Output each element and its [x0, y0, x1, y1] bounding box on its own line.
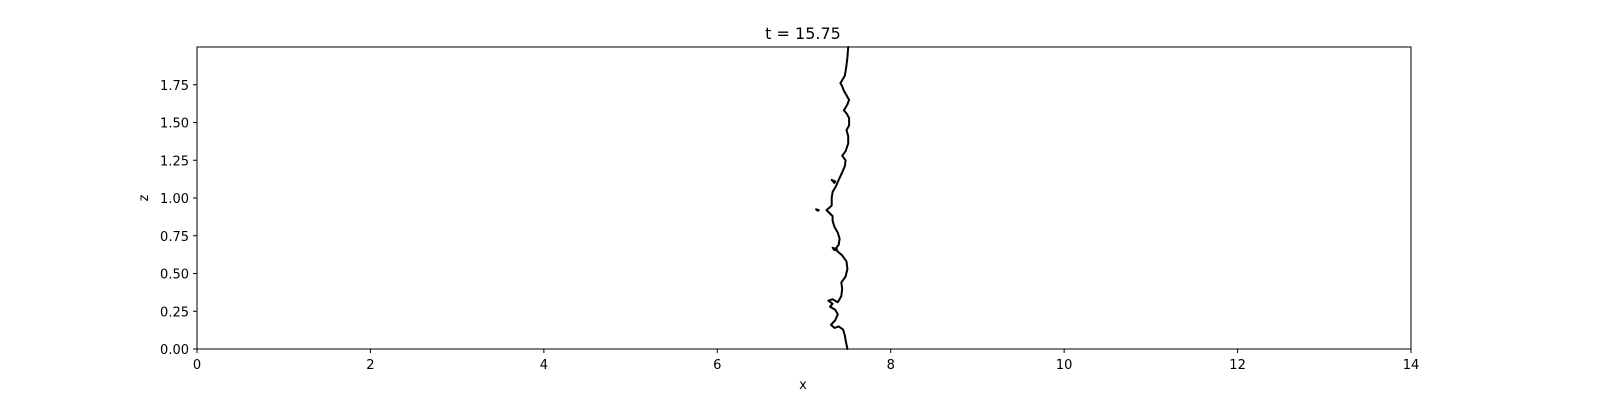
x-tick-label-3: 6: [713, 358, 721, 373]
x-tick-label-5: 10: [1056, 358, 1073, 373]
y-tick-label-3: 0.75: [160, 230, 189, 245]
y-tick-label-4: 1.00: [160, 192, 189, 207]
x-tick-label-6: 12: [1229, 358, 1246, 373]
series-line-1: [830, 178, 837, 184]
x-tick-label-2: 4: [540, 358, 548, 373]
x-tick-label-1: 2: [366, 358, 374, 373]
x-tick-label-4: 8: [887, 358, 895, 373]
plot-area: 0 2 4 6 8 10 12 14 0.00 0.25 0.50 0.75 1.00 1.25 1.50 1…: [160, 46, 1420, 373]
chart-title: t = 15.75: [765, 24, 841, 43]
y-tick-label-2: 0.50: [160, 268, 189, 283]
x-axis-label: x: [799, 378, 807, 393]
series-line-2: [815, 208, 820, 212]
y-tick-label-6: 1.50: [160, 117, 189, 132]
y-axis-label: z: [137, 194, 152, 201]
y-tick-label-1: 0.25: [160, 305, 189, 320]
series-line-3: [831, 246, 838, 252]
y-tick-label-0: 0.00: [160, 343, 189, 358]
y-tick-label-5: 1.25: [160, 154, 189, 169]
x-tick-label-7: 14: [1403, 358, 1420, 373]
series-line-0: [825, 46, 851, 350]
x-tick-label-0: 0: [193, 358, 201, 373]
y-tick-label-7: 1.75: [160, 79, 189, 94]
